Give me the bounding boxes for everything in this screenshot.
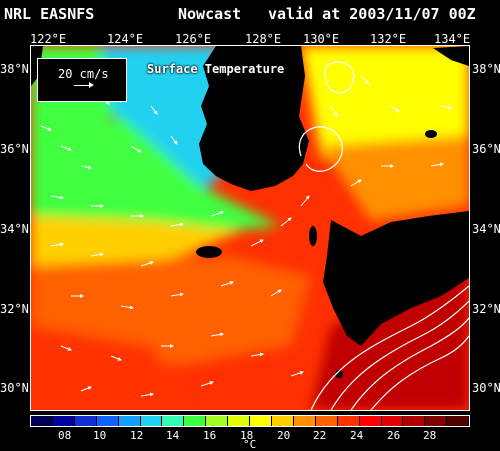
colorbar-tick: 10 bbox=[93, 429, 107, 442]
colorbar-tick: 26 bbox=[387, 429, 401, 442]
colorbar bbox=[30, 415, 470, 427]
colorbar-tick: 18 bbox=[240, 429, 254, 442]
colorbar-swatch bbox=[52, 416, 75, 426]
lon-label: 130°E bbox=[303, 32, 340, 46]
valid-time: valid at 2003/11/07 00Z bbox=[268, 5, 476, 23]
lat-label: 38°N bbox=[0, 62, 29, 76]
colorbar-swatch bbox=[74, 416, 97, 426]
lon-label: 124°E bbox=[107, 32, 144, 46]
colorbar-tick: 22 bbox=[313, 429, 327, 442]
lat-label: 34°N bbox=[0, 222, 29, 236]
colorbar-swatch bbox=[359, 416, 382, 426]
colorbar-swatch bbox=[118, 416, 141, 426]
sst-field bbox=[31, 46, 470, 411]
oki-island bbox=[425, 130, 437, 138]
lat-label: 32°N bbox=[472, 302, 500, 316]
colorbar-swatch bbox=[315, 416, 338, 426]
colorbar-swatch bbox=[293, 416, 316, 426]
vector-scale-legend: 20 cm/s bbox=[37, 58, 127, 102]
colorbar-tick: 16 bbox=[203, 429, 217, 442]
colorbar-swatch bbox=[403, 416, 426, 426]
model-name: NRL EASNFS bbox=[4, 5, 95, 23]
jeju-island bbox=[196, 246, 222, 258]
lon-label: 122°E bbox=[30, 32, 67, 46]
lon-label: 132°E bbox=[370, 32, 407, 46]
kuroshio bbox=[311, 266, 469, 410]
colorbar-swatch bbox=[381, 416, 404, 426]
colorbar-tick: 24 bbox=[350, 429, 364, 442]
colorbar-swatch bbox=[96, 416, 119, 426]
map-title: Surface Temperature bbox=[147, 62, 285, 76]
lat-label: 36°N bbox=[0, 142, 29, 156]
colorbar-swatch bbox=[184, 416, 207, 426]
colorbar-swatch bbox=[140, 416, 163, 426]
lat-label: 38°N bbox=[472, 62, 500, 76]
lat-label: 34°N bbox=[472, 222, 500, 236]
colorbar-unit: °C bbox=[243, 438, 257, 451]
colorbar-swatch bbox=[337, 416, 360, 426]
korea-land bbox=[199, 46, 309, 191]
colorbar-swatch bbox=[206, 416, 229, 426]
lat-label: 30°N bbox=[472, 381, 500, 395]
lat-label: 30°N bbox=[0, 381, 29, 395]
colorbar-swatch bbox=[228, 416, 251, 426]
colorbar-swatch bbox=[162, 416, 185, 426]
colorbar-tick: 14 bbox=[166, 429, 180, 442]
sst-map: 20 cm/s Surface Temperature bbox=[30, 45, 470, 411]
colorbar-tick: 12 bbox=[130, 429, 144, 442]
vector-scale-label: 20 cm/s bbox=[58, 67, 109, 81]
lon-label: 128°E bbox=[245, 32, 282, 46]
product-type: Nowcast bbox=[178, 5, 242, 23]
colorbar-swatch bbox=[271, 416, 294, 426]
honshu-north bbox=[433, 46, 469, 66]
colorbar-tick: 08 bbox=[58, 429, 72, 442]
red-south bbox=[31, 326, 191, 410]
tsushima-island bbox=[309, 226, 317, 246]
colorbar-swatch bbox=[425, 416, 448, 426]
lat-label: 36°N bbox=[472, 142, 500, 156]
japan-land bbox=[323, 211, 469, 346]
lon-label: 126°E bbox=[175, 32, 212, 46]
colorbar-swatch bbox=[31, 416, 53, 426]
islet bbox=[335, 370, 343, 378]
vector-scale-arrow-icon bbox=[74, 82, 94, 88]
colorbar-swatch bbox=[250, 416, 272, 426]
kuroshio-streamlines bbox=[298, 61, 470, 411]
cyan-water bbox=[101, 46, 221, 206]
lat-label: 32°N bbox=[0, 302, 29, 316]
colorbar-tick: 20 bbox=[277, 429, 291, 442]
colorbar-swatch bbox=[447, 416, 470, 426]
colorbar-tick: 28 bbox=[423, 429, 437, 442]
orange-water bbox=[321, 136, 469, 221]
lon-label: 134°E bbox=[434, 32, 471, 46]
